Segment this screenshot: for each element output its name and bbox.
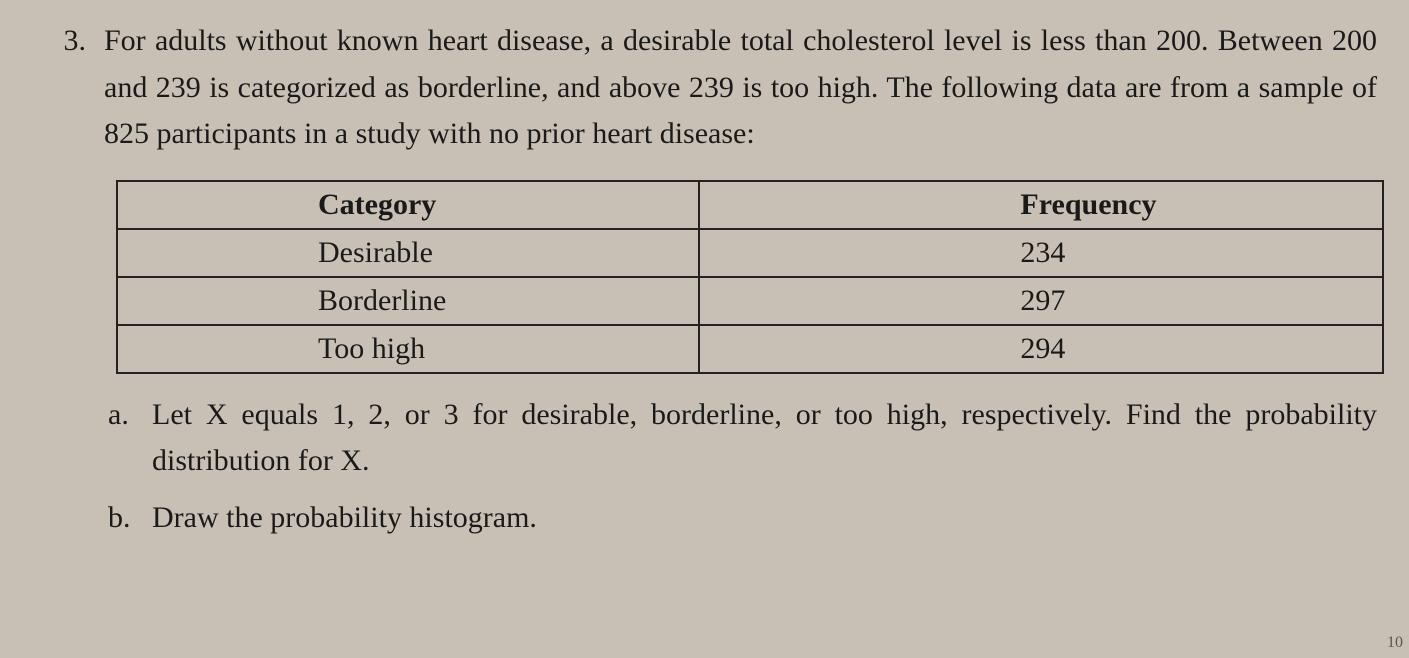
table-header-row: Category Frequency	[117, 181, 1383, 229]
page-content: 3. For adults without known heart diseas…	[0, 0, 1409, 559]
subpart-text: Let X equals 1, 2, or 3 for desirable, b…	[152, 392, 1377, 485]
cell-category: Too high	[117, 325, 699, 373]
cell-category: Borderline	[117, 277, 699, 325]
data-table: Category Frequency Desirable 234 Borderl…	[116, 180, 1384, 374]
cell-frequency: 297	[699, 277, 1383, 325]
question-text: For adults without known heart disease, …	[104, 18, 1377, 158]
col-header-frequency: Frequency	[699, 181, 1383, 229]
cell-frequency: 294	[699, 325, 1383, 373]
question-block: 3. For adults without known heart diseas…	[56, 18, 1377, 158]
subpart-label: a.	[108, 392, 136, 485]
col-header-category: Category	[117, 181, 699, 229]
cell-frequency: 234	[699, 229, 1383, 277]
subpart-label: b.	[108, 495, 136, 542]
question-number: 3.	[56, 18, 86, 158]
subpart-a: a. Let X equals 1, 2, or 3 for desirable…	[108, 392, 1377, 485]
table-row: Desirable 234	[117, 229, 1383, 277]
subpart-b: b. Draw the probability histogram.	[108, 495, 1377, 542]
table-row: Borderline 297	[117, 277, 1383, 325]
page-corner-mark: 10	[1387, 634, 1403, 652]
table-row: Too high 294	[117, 325, 1383, 373]
subpart-text: Draw the probability histogram.	[152, 495, 1377, 542]
cell-category: Desirable	[117, 229, 699, 277]
